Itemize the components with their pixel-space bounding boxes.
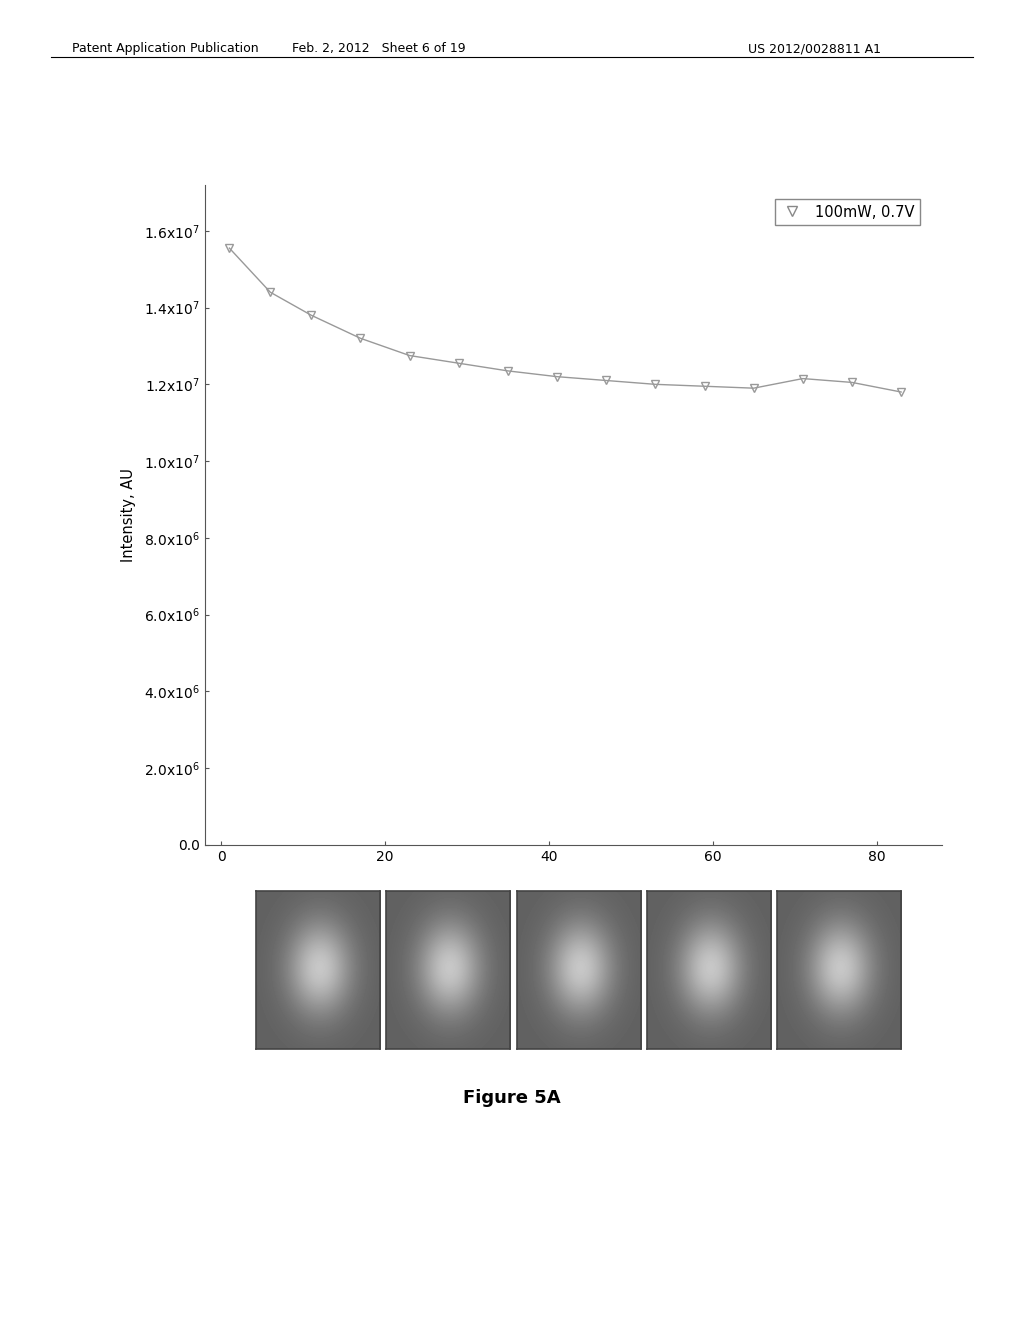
Text: Figure 5A: Figure 5A: [463, 1089, 561, 1107]
Y-axis label: Intensity, AU: Intensity, AU: [121, 467, 136, 562]
Text: Patent Application Publication: Patent Application Publication: [72, 42, 258, 55]
Text: US 2012/0028811 A1: US 2012/0028811 A1: [748, 42, 881, 55]
Text: Feb. 2, 2012   Sheet 6 of 19: Feb. 2, 2012 Sheet 6 of 19: [292, 42, 466, 55]
Legend: 100mW, 0.7V: 100mW, 0.7V: [775, 199, 920, 226]
